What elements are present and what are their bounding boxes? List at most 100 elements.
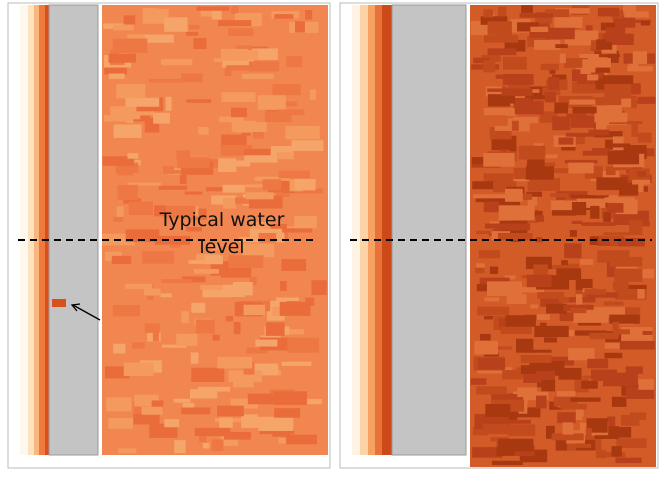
- texture-cell: [191, 367, 225, 383]
- texture-cell: [271, 146, 294, 158]
- texture-cell: [198, 126, 209, 135]
- texture-cell: [606, 262, 616, 277]
- texture-cell: [479, 333, 491, 341]
- texture-cell: [257, 95, 286, 110]
- texture-cell: [637, 285, 645, 299]
- texture-cell: [507, 424, 536, 436]
- texture-cell: [474, 340, 499, 355]
- texture-cell: [294, 21, 305, 33]
- texture-cell: [202, 285, 232, 298]
- texture-cell: [498, 318, 510, 329]
- texture-cell: [625, 386, 655, 399]
- texture-cell: [165, 96, 172, 111]
- texture-cell: [489, 266, 499, 275]
- texture-cell: [116, 206, 124, 218]
- texture-cell: [472, 447, 503, 458]
- texture-cell: [102, 156, 135, 166]
- texture-cell: [480, 252, 499, 256]
- texture-cell: [104, 64, 127, 75]
- texture-cell: [612, 321, 619, 337]
- texture-cell: [570, 307, 587, 314]
- texture-cell: [199, 433, 207, 443]
- texture-cell: [520, 354, 552, 364]
- texture-cell: [268, 180, 295, 193]
- texture-cell: [592, 97, 622, 106]
- texture-cell: [530, 89, 540, 93]
- texture-cell: [550, 200, 576, 211]
- texture-cell: [158, 185, 188, 190]
- texture-cell: [627, 66, 653, 72]
- texture-cell: [133, 413, 160, 425]
- texture-cell: [255, 339, 278, 347]
- texture-cell: [575, 278, 593, 290]
- texture-cell: [484, 315, 493, 320]
- texture-cell: [572, 443, 592, 448]
- texture-cell: [581, 222, 616, 226]
- gray-region: [391, 4, 467, 456]
- texture-cell: [305, 10, 313, 20]
- texture-cell: [152, 330, 159, 342]
- texture-cell: [480, 16, 508, 25]
- texture-cell: [551, 205, 577, 216]
- texture-cell: [545, 168, 573, 174]
- strip: [45, 5, 49, 455]
- texture-cell: [562, 422, 574, 435]
- texture-cell: [603, 301, 624, 306]
- texture-cell: [487, 21, 512, 35]
- texture-cell: [505, 315, 536, 327]
- texture-cell: [230, 107, 247, 118]
- texture-cell: [554, 102, 569, 114]
- texture-cell: [534, 325, 569, 338]
- texture-cell: [281, 259, 307, 271]
- texture-cell: [504, 188, 523, 202]
- texture-cell: [195, 319, 215, 334]
- texture-cell: [632, 51, 648, 64]
- texture-cell: [534, 40, 561, 50]
- texture-cell: [618, 238, 645, 247]
- texture-cell: [161, 344, 187, 348]
- texture-cell: [163, 205, 196, 219]
- texture-cell: [224, 431, 252, 440]
- texture-cell: [113, 124, 142, 138]
- texture-cell: [507, 83, 531, 90]
- texture-cell: [143, 34, 174, 43]
- annotation: level: [199, 236, 244, 258]
- texture-cell: [471, 157, 484, 167]
- texture-cell: [231, 122, 267, 133]
- texture-cell: [179, 174, 187, 184]
- texture-cell: [151, 400, 164, 411]
- texture-cell: [584, 289, 607, 295]
- texture-cell: [211, 10, 222, 20]
- texture-cell: [274, 14, 294, 19]
- texture-cell: [517, 22, 539, 32]
- texture-cell: [595, 450, 607, 459]
- texture-cell: [191, 302, 206, 313]
- texture-cell: [640, 21, 651, 26]
- texture-cell: [570, 397, 601, 402]
- texture-cell: [536, 314, 550, 321]
- texture-cell: [221, 92, 256, 103]
- texture-cell: [566, 113, 587, 118]
- texture-cell: [534, 154, 558, 159]
- texture-cell: [278, 437, 287, 444]
- texture-cell: [133, 401, 143, 415]
- texture-cell: [544, 337, 557, 343]
- texture-cell: [217, 356, 253, 369]
- texture-cell: [530, 304, 539, 309]
- texture-cell: [513, 100, 544, 115]
- texture-cell: [565, 132, 595, 137]
- texture-cell: [186, 226, 202, 232]
- texture-cell: [568, 348, 595, 361]
- texture-cell: [230, 398, 259, 409]
- texture-cell: [218, 158, 237, 172]
- texture-cell: [181, 276, 206, 283]
- texture-cell: [249, 276, 257, 286]
- texture-cell: [280, 280, 287, 291]
- texture-cell: [181, 311, 189, 324]
- texture-cell: [614, 268, 643, 282]
- texture-cell: [211, 439, 224, 452]
- texture-cell: [544, 91, 556, 103]
- texture-cell: [272, 84, 301, 96]
- texture-cell: [598, 54, 620, 58]
